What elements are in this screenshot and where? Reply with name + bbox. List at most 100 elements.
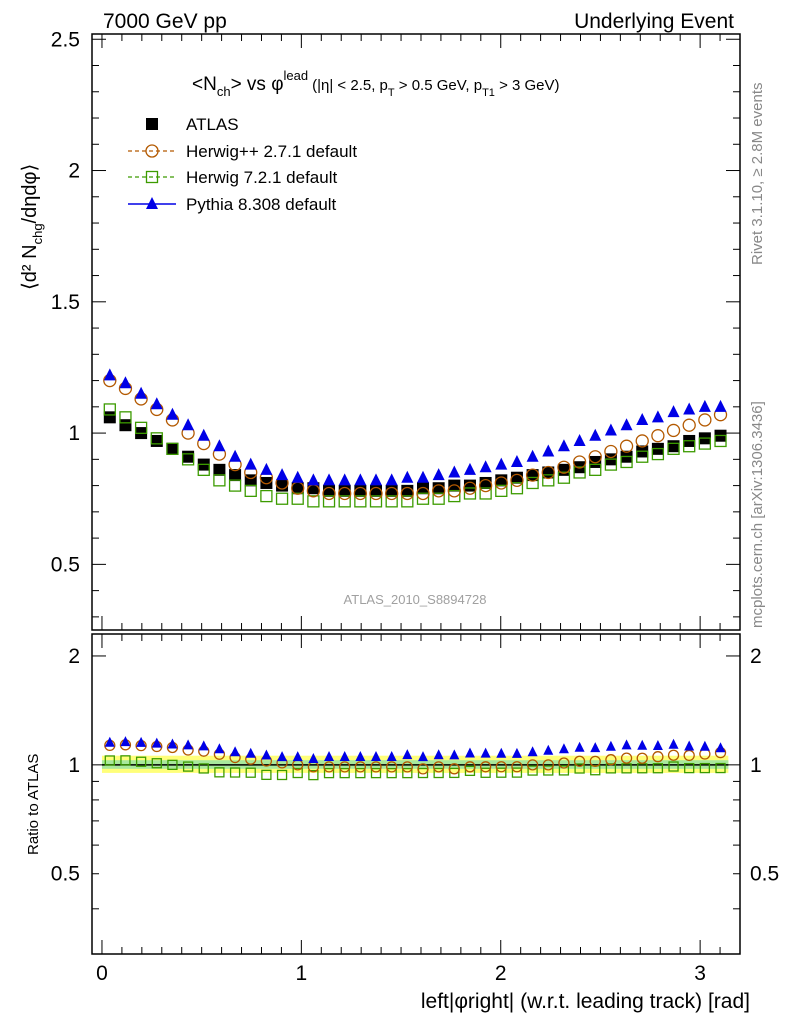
header-left: 7000 GeV pp bbox=[103, 10, 227, 33]
legend-marker bbox=[146, 118, 158, 130]
ratio-point bbox=[605, 754, 617, 766]
ylabel-top: ⟨d² Nchg/dηdφ⟩ bbox=[19, 164, 45, 290]
data-point-top bbox=[510, 473, 524, 487]
data-point-top bbox=[369, 486, 383, 501]
ratio-point bbox=[339, 750, 350, 761]
data-point-top bbox=[510, 454, 523, 467]
data-point-top bbox=[182, 450, 195, 463]
ratio-point bbox=[276, 769, 288, 781]
ratio-point bbox=[527, 746, 538, 757]
data-point-top bbox=[557, 463, 570, 476]
top-panel-frame bbox=[91, 33, 741, 631]
data-point-top bbox=[229, 449, 242, 462]
title-cuts-sub1: T bbox=[388, 87, 395, 99]
data-point-top bbox=[589, 463, 602, 476]
ylabel-top-end: /dηdφ⟩ bbox=[19, 164, 41, 224]
data-point-top bbox=[604, 423, 617, 436]
data-point-top bbox=[197, 463, 210, 476]
data-point-top bbox=[119, 376, 132, 389]
y-tick-label-top: 1.5 bbox=[51, 291, 80, 314]
ratio-point bbox=[605, 763, 617, 774]
ratio-point bbox=[198, 740, 209, 751]
data-point-top bbox=[213, 439, 226, 452]
ratio-band bbox=[101, 755, 729, 773]
data-point-top bbox=[573, 466, 586, 479]
data-point-top bbox=[636, 450, 649, 463]
data-point-top bbox=[354, 495, 367, 508]
ratio-point bbox=[558, 757, 570, 769]
data-point-top bbox=[620, 418, 633, 431]
title-phi: φ bbox=[271, 74, 283, 95]
data-point-top bbox=[291, 470, 304, 483]
ratio-point bbox=[480, 747, 491, 758]
series-1 bbox=[103, 373, 728, 775]
ratio-point bbox=[292, 751, 303, 762]
ratio-point bbox=[449, 749, 460, 760]
data-point-top bbox=[526, 476, 539, 490]
data-point-top bbox=[134, 421, 148, 434]
data-point-top bbox=[588, 450, 602, 464]
ratio-point bbox=[542, 759, 554, 771]
series-2 bbox=[103, 403, 727, 781]
ratio-point bbox=[151, 758, 162, 769]
data-point-top bbox=[354, 473, 367, 486]
data-point-top bbox=[479, 460, 492, 473]
data-point-top bbox=[150, 434, 163, 447]
data-point-top bbox=[432, 492, 445, 505]
data-point-top bbox=[683, 440, 696, 453]
ratio-point bbox=[527, 765, 538, 776]
data-point-top bbox=[557, 439, 570, 452]
y-tick-label-top: 2.5 bbox=[51, 28, 80, 51]
ratio-point bbox=[574, 741, 585, 752]
ratio-point bbox=[496, 767, 507, 778]
data-point-top bbox=[463, 479, 476, 492]
ratio-point bbox=[637, 739, 648, 750]
ratio-point bbox=[620, 752, 633, 764]
data-point-top bbox=[338, 495, 351, 508]
ratio-point bbox=[449, 767, 460, 779]
data-point-top bbox=[385, 486, 399, 501]
ratio-point bbox=[277, 751, 288, 762]
ratio-point bbox=[182, 761, 194, 772]
data-point-top bbox=[432, 482, 445, 495]
data-point-top bbox=[228, 479, 242, 492]
legend: ATLAS Herwig++ 2.7.1 default Herwig 7.2.1 … bbox=[128, 115, 357, 214]
y-tick-label-bottom-right: 2 bbox=[750, 645, 762, 668]
ratio-point bbox=[511, 767, 523, 778]
data-point-top bbox=[322, 495, 336, 508]
ratio-point bbox=[324, 750, 335, 761]
ylabel-top-main: ⟨d² N bbox=[19, 244, 41, 290]
ratio-point bbox=[417, 763, 429, 775]
data-point-top bbox=[244, 457, 257, 470]
title-main: <N bbox=[192, 74, 217, 95]
ratio-point bbox=[699, 740, 710, 751]
ratio-point bbox=[339, 761, 351, 773]
ratio-point bbox=[354, 761, 367, 773]
data-point-top bbox=[275, 492, 289, 505]
ratio-point bbox=[464, 747, 475, 758]
data-point-top bbox=[479, 487, 492, 500]
data-point-top bbox=[557, 460, 571, 474]
ratio-point bbox=[323, 761, 335, 773]
y-tick-label-top: 2 bbox=[68, 160, 80, 183]
ratio-point bbox=[652, 763, 664, 774]
ratio-point bbox=[402, 749, 413, 760]
data-point-top bbox=[385, 473, 398, 486]
data-point-top bbox=[416, 492, 430, 505]
data-point-top bbox=[478, 478, 493, 493]
ratio-point bbox=[167, 759, 178, 771]
ratio-point bbox=[401, 761, 413, 773]
title-cuts-mid: > 0.5 GeV, p bbox=[395, 77, 482, 94]
ratio-point bbox=[402, 767, 413, 779]
data-point-top bbox=[494, 476, 508, 490]
data-point-top bbox=[354, 484, 367, 497]
ratio-point bbox=[684, 762, 695, 774]
data-point-top bbox=[370, 473, 383, 486]
data-point-top bbox=[353, 486, 368, 501]
ratio-point bbox=[386, 750, 397, 761]
ratio-point bbox=[667, 749, 680, 761]
data-marks bbox=[103, 368, 728, 781]
ratio-point bbox=[292, 767, 303, 779]
ratio-point bbox=[417, 767, 429, 779]
